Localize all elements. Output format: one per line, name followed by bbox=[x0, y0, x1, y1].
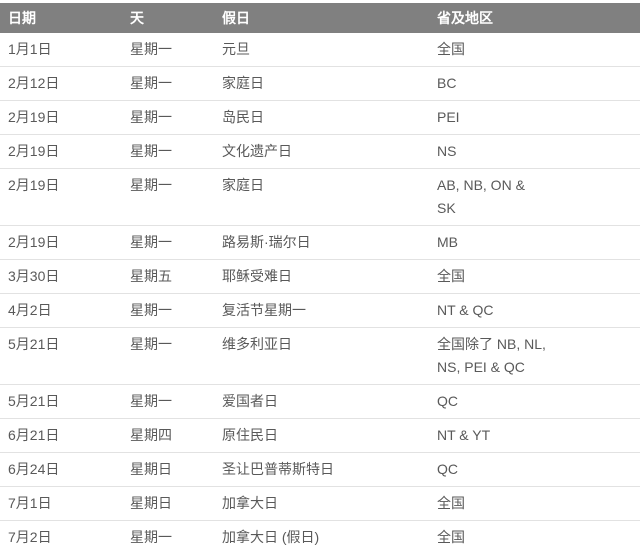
cell-region: 全国 bbox=[429, 520, 640, 552]
cell-day: 星期一 bbox=[122, 327, 214, 385]
cell-holiday: 家庭日 bbox=[214, 168, 429, 226]
table-row: 2月19日 星期一 文化遗产日 NS bbox=[0, 134, 640, 169]
table-row: 3月30日 星期五 耶稣受难日 全国 bbox=[0, 259, 640, 294]
cell-date: 2月12日 bbox=[0, 66, 122, 101]
cell-day: 星期四 bbox=[122, 418, 214, 453]
table-row: 5月21日 星期一 维多利亚日 全国除了 NB, NL, NS, PEI & Q… bbox=[0, 327, 640, 385]
cell-holiday: 爱国者日 bbox=[214, 384, 429, 419]
holiday-table: 日期 天 假日 省及地区 1月1日 星期一 元旦 全国 2月12日 星期一 家庭… bbox=[0, 3, 640, 552]
cell-holiday: 圣让巴普蒂斯特日 bbox=[214, 452, 429, 487]
cell-date: 4月2日 bbox=[0, 293, 122, 328]
cell-date: 7月1日 bbox=[0, 486, 122, 521]
table-row: 6月24日 星期日 圣让巴普蒂斯特日 QC bbox=[0, 452, 640, 487]
cell-holiday: 加拿大日 bbox=[214, 486, 429, 521]
cell-day: 星期日 bbox=[122, 452, 214, 487]
table-row: 4月2日 星期一 复活节星期一 NT & QC bbox=[0, 293, 640, 328]
cell-date: 2月19日 bbox=[0, 225, 122, 260]
table-row: 7月2日 星期一 加拿大日 (假日) 全国 bbox=[0, 520, 640, 552]
cell-holiday: 原住民日 bbox=[214, 418, 429, 453]
cell-date: 2月19日 bbox=[0, 168, 122, 226]
cell-day: 星期一 bbox=[122, 33, 214, 67]
cell-date: 2月19日 bbox=[0, 134, 122, 169]
cell-date: 6月24日 bbox=[0, 452, 122, 487]
column-header-day: 天 bbox=[122, 3, 214, 33]
cell-date: 5月21日 bbox=[0, 327, 122, 385]
cell-day: 星期日 bbox=[122, 486, 214, 521]
table-row: 2月12日 星期一 家庭日 BC bbox=[0, 66, 640, 101]
cell-holiday: 加拿大日 (假日) bbox=[214, 520, 429, 552]
table-row: 2月19日 星期一 家庭日 AB, NB, ON & SK bbox=[0, 168, 640, 226]
cell-day: 星期一 bbox=[122, 134, 214, 169]
cell-region: NT & YT bbox=[429, 418, 640, 453]
cell-region: 全国 bbox=[429, 486, 640, 521]
cell-holiday: 路易斯·瑞尔日 bbox=[214, 225, 429, 260]
cell-day: 星期一 bbox=[122, 168, 214, 226]
cell-date: 2月19日 bbox=[0, 100, 122, 135]
table-row: 6月21日 星期四 原住民日 NT & YT bbox=[0, 418, 640, 453]
cell-holiday: 耶稣受难日 bbox=[214, 259, 429, 294]
cell-holiday: 复活节星期一 bbox=[214, 293, 429, 328]
table-row: 2月19日 星期一 路易斯·瑞尔日 MB bbox=[0, 225, 640, 260]
table-row: 5月21日 星期一 爱国者日 QC bbox=[0, 384, 640, 419]
cell-day: 星期一 bbox=[122, 100, 214, 135]
cell-region: 全国 bbox=[429, 33, 640, 67]
cell-date: 6月21日 bbox=[0, 418, 122, 453]
cell-region: QC bbox=[429, 384, 640, 419]
cell-region: QC bbox=[429, 452, 640, 487]
cell-holiday: 维多利亚日 bbox=[214, 327, 429, 385]
cell-region: 全国除了 NB, NL, NS, PEI & QC bbox=[429, 327, 640, 385]
cell-day: 星期一 bbox=[122, 66, 214, 101]
cell-day: 星期一 bbox=[122, 384, 214, 419]
table-row: 7月1日 星期日 加拿大日 全国 bbox=[0, 486, 640, 521]
cell-date: 3月30日 bbox=[0, 259, 122, 294]
cell-region: NT & QC bbox=[429, 293, 640, 328]
cell-holiday: 元旦 bbox=[214, 33, 429, 67]
cell-day: 星期五 bbox=[122, 259, 214, 294]
cell-holiday: 家庭日 bbox=[214, 66, 429, 101]
cell-date: 7月2日 bbox=[0, 520, 122, 552]
table-row: 2月19日 星期一 岛民日 PEI bbox=[0, 100, 640, 135]
cell-region: MB bbox=[429, 225, 640, 260]
cell-region: PEI bbox=[429, 100, 640, 135]
table-header-row: 日期 天 假日 省及地区 bbox=[0, 3, 640, 33]
cell-day: 星期一 bbox=[122, 293, 214, 328]
cell-day: 星期一 bbox=[122, 225, 214, 260]
cell-date: 1月1日 bbox=[0, 33, 122, 67]
cell-region: AB, NB, ON & SK bbox=[429, 168, 640, 226]
cell-day: 星期一 bbox=[122, 520, 214, 552]
column-header-holiday: 假日 bbox=[214, 3, 429, 33]
column-header-region: 省及地区 bbox=[429, 3, 640, 33]
table-row: 1月1日 星期一 元旦 全国 bbox=[0, 33, 640, 67]
cell-holiday: 岛民日 bbox=[214, 100, 429, 135]
cell-region: 全国 bbox=[429, 259, 640, 294]
cell-holiday: 文化遗产日 bbox=[214, 134, 429, 169]
column-header-date: 日期 bbox=[0, 3, 122, 33]
cell-region: BC bbox=[429, 66, 640, 101]
cell-date: 5月21日 bbox=[0, 384, 122, 419]
cell-region: NS bbox=[429, 134, 640, 169]
